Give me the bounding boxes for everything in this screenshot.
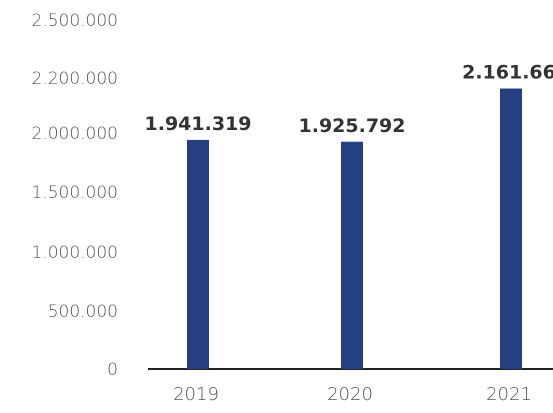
data-label-2020: 1.925.792 [299, 115, 406, 137]
y-tick-label: 500.000 [48, 302, 118, 322]
y-tick-label: 1.500.000 [31, 183, 118, 203]
data-label-2021: 2.161.66 [462, 62, 553, 84]
y-tick-label: 1.000.000 [31, 243, 118, 263]
y-tick-label: 2.000.000 [31, 124, 118, 144]
y-axis-ticks: 0 500.000 1.000.000 1.500.000 2.000.000 2.200… [31, 11, 118, 380]
x-tick-label: 2020 [327, 384, 373, 405]
x-tick-label: 2019 [173, 384, 219, 405]
bar-2019 [187, 139, 209, 369]
data-label-2019: 1.941.319 [145, 113, 252, 135]
bar-2021 [500, 88, 522, 369]
y-tick-label: 2.500.000 [31, 11, 118, 31]
bar-2020 [341, 141, 363, 369]
x-tick-label: 2021 [486, 384, 532, 405]
x-axis-ticks: 2019 2020 2021 [173, 384, 532, 405]
bars [187, 88, 522, 369]
y-tick-label: 0 [107, 360, 118, 380]
data-labels: 1.941.319 1.925.792 2.161.66 [145, 62, 553, 137]
y-tick-label: 2.200.000 [31, 69, 118, 89]
